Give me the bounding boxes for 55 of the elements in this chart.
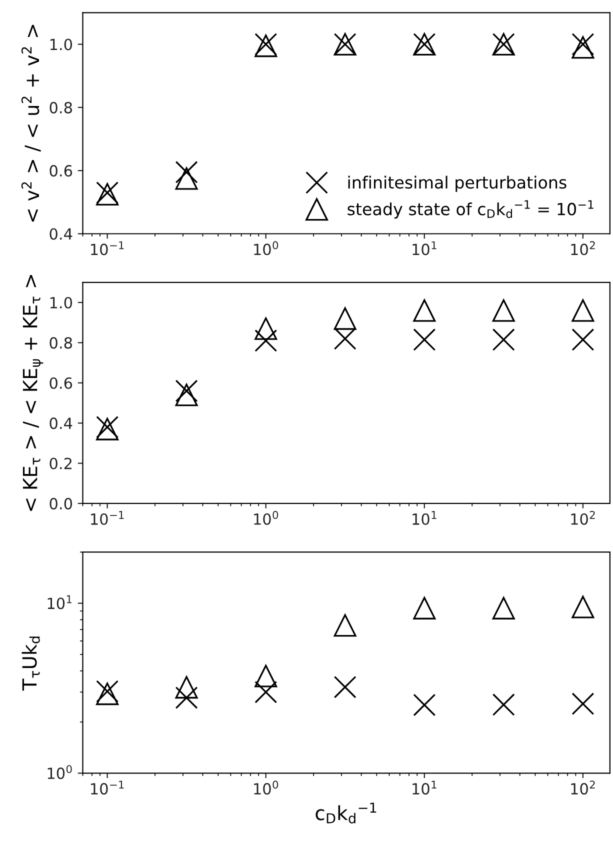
point — [254, 680, 278, 704]
y-axis-title: < KE$_{τ}$ > / < KE$_{ψ}$ + KE$_{τ}$ > — [22, 274, 44, 511]
point — [413, 328, 436, 351]
point — [572, 596, 594, 618]
point — [175, 676, 198, 699]
point — [175, 380, 198, 402]
x-axis-title: c$_{D}$k$_{d}$$^{−1}$ — [316, 802, 376, 824]
x-tick-label: 10$^{0}$ — [254, 510, 278, 525]
point — [175, 384, 198, 406]
point — [254, 317, 278, 340]
y-tick-label: 0.6 — [50, 377, 72, 389]
point — [175, 160, 198, 184]
x-tick-label: 10$^{−1}$ — [91, 241, 124, 256]
point — [492, 596, 515, 620]
y-axis-title: < v$^{2}$ > / < u$^{2}$ + v$^{2}$ > — [21, 24, 41, 222]
x-tick-label: 10$^{−1}$ — [91, 780, 124, 795]
y-tick-label: 0.8 — [50, 337, 72, 349]
y-tick-label: 0.0 — [50, 498, 72, 510]
point — [572, 328, 594, 351]
point — [334, 614, 356, 637]
x-tick-label: 10$^{−1}$ — [91, 511, 124, 525]
y-axis-title: T$_{τ}$Uk$_{d}$ — [22, 636, 40, 691]
point — [413, 299, 436, 322]
point — [572, 299, 594, 322]
x-tick-label: 10$^{1}$ — [412, 511, 436, 525]
x-tick-label: 10$^{2}$ — [571, 780, 595, 795]
point — [254, 329, 278, 352]
y-tick-label: 0.4 — [50, 418, 72, 430]
y-tick-label: 0.6 — [50, 165, 72, 177]
y-tick-label: 0.8 — [50, 102, 72, 114]
y-tick-label: 0.2 — [50, 458, 72, 470]
x-tick-label: 10$^{0}$ — [254, 780, 278, 795]
x-tick-label: 10$^{1}$ — [412, 780, 436, 795]
point — [175, 167, 198, 190]
point — [175, 686, 198, 709]
y-tick-label: 10$^{0}$ — [48, 765, 72, 780]
x-tick-label: 10$^{0}$ — [254, 241, 278, 256]
legend-label: infinitesimal perturbations — [348, 176, 566, 192]
point — [254, 664, 278, 688]
point — [334, 307, 356, 330]
y-tick-label: 0.4 — [50, 228, 72, 240]
x-tick-label: 10$^{1}$ — [412, 241, 436, 256]
point — [492, 299, 515, 322]
point — [413, 596, 436, 620]
point — [492, 328, 515, 351]
y-tick-label: 10$^{1}$ — [48, 595, 72, 610]
y-tick-label: 1.0 — [50, 38, 72, 50]
point — [413, 694, 436, 716]
point — [334, 676, 356, 698]
y-tick-label: 1.0 — [50, 296, 72, 309]
point — [492, 693, 515, 716]
point — [572, 692, 594, 716]
legend-label: steady state of c$_{D}$k$_{d}$$^{−1}$ = 10$^{−1}$ — [348, 200, 594, 219]
x-tick-label: 10$^{2}$ — [571, 510, 595, 525]
x-tick-label: 10$^{2}$ — [571, 241, 595, 256]
